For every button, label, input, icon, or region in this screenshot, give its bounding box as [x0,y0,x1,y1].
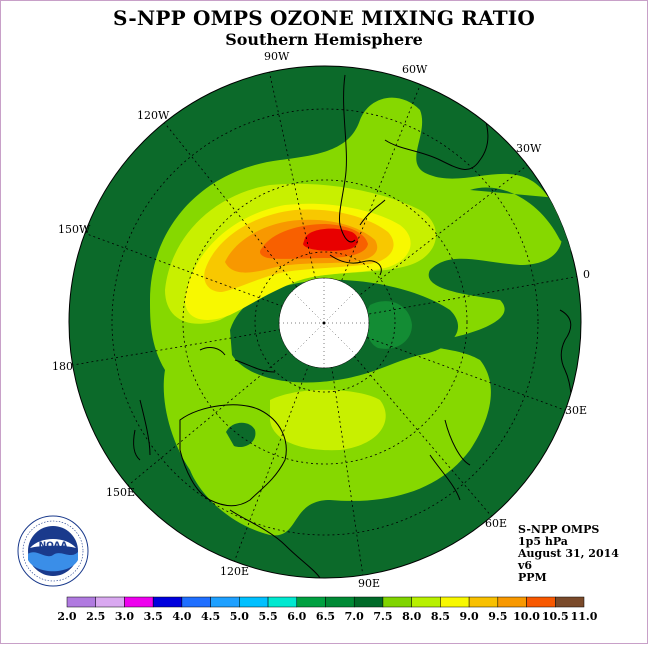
map-subtitle: Southern Hemisphere [225,30,423,49]
legend-tick-label: 5.5 [258,610,277,623]
lon-label-30w: 30W [516,142,542,155]
legend-tick-label: 10.0 [513,610,540,623]
legend-swatch [382,596,412,608]
legend-swatch [124,596,154,608]
lon-label-90e: 90E [358,577,380,590]
legend-tick-label: 3.0 [115,610,134,623]
lon-label-0: 0 [583,268,590,281]
legend-tick-label: 3.5 [144,610,163,623]
legend-tick-label: 2.0 [57,610,76,623]
legend-swatch [239,596,269,608]
legend-swatch [296,596,326,608]
legend-tick-label: 10.5 [542,610,569,623]
lon-label-60w: 60W [402,63,428,76]
ozone-contour-red [303,228,359,251]
legend-tick-label: 8.0 [402,610,421,623]
lon-label-150e: 150E [106,486,135,499]
lon-label-90w: 90W [264,50,290,63]
info-instrument: S-NPP OMPS [518,523,600,536]
legend-swatch [267,596,298,608]
legend-swatch [210,596,240,608]
legend-tick-label: 2.5 [86,610,105,623]
legend-tick-label: 6.5 [316,610,335,623]
lon-label-150w: 150W [58,223,91,236]
legend-tick-label: 9.0 [460,610,479,623]
south-pole-marker [322,321,326,325]
info-units: PPM [518,571,547,584]
legend-swatch [325,596,355,608]
legend-tick-label: 4.0 [172,610,191,623]
legend-tick-label: 4.5 [201,610,220,623]
legend-swatch [95,596,125,608]
legend-tick-label: 5.0 [230,610,249,623]
graticule-meridians [72,66,581,577]
lon-label-120e: 120E [220,565,249,578]
info-version: v6 [518,559,533,572]
graticule-parallels [111,108,539,536]
legend-swatch [181,596,211,608]
ozone-contour-inner-dark-2 [470,187,580,260]
legend-swatch [411,596,441,608]
legend-tick-label: 6.0 [287,610,306,623]
lon-label-30e: 30E [565,404,587,417]
svg-text:NOAA: NOAA [39,541,68,551]
legend-swatch [66,596,96,608]
legend-tick-label: 7.0 [345,610,364,623]
legend-tick-label: 9.5 [488,610,507,623]
noaa-logo: NOAA [17,515,89,587]
legend-swatch [555,596,585,608]
map-title: S-NPP OMPS OZONE MIXING RATIO [113,6,535,30]
legend-swatch [497,596,527,608]
lon-label-180: 180 [52,360,73,373]
legend-tick-label: 8.5 [431,610,450,623]
info-block: S-NPP OMPS 1p5 hPa August 31, 2014 v6 PP… [518,524,619,584]
color-legend: 2.0 2.5 3.0 3.5 4.0 4.5 5.0 5.5 6.0 6.5 7.0 7.5 8.0 8… [57,596,598,623]
legend-swatch [526,596,556,608]
info-date: August 31, 2014 [518,547,619,560]
info-level: 1p5 hPa [518,535,568,548]
legend-swatch [152,596,183,608]
ozone-contour-yellowgreen-a [270,389,386,451]
legend-swatch [353,596,384,608]
ozone-contour-midgreen [365,301,412,349]
lon-label-120w: 120W [137,109,170,122]
coastlines [133,74,576,578]
legend-tick-label: 11.0 [571,610,598,623]
lon-label-60e: 60E [485,517,507,530]
legend-swatch [468,596,499,608]
legend-tick-label: 7.5 [373,610,392,623]
legend-swatch [440,596,470,608]
ozone-contour-lime-hole [226,422,256,448]
